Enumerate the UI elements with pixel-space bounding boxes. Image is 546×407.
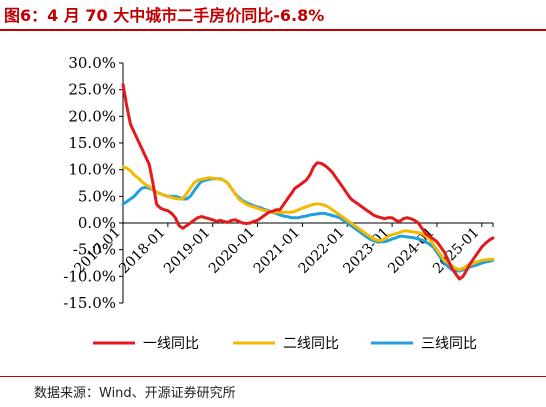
legend: 一线同比 二线同比 三线同比 (93, 336, 477, 352)
x-tick-label: 2021-01 (251, 225, 303, 277)
line-chart: 30.0% 25.0% 20.0% 15.0% 10.0% 5.0% 0.0% -5.0% -1… (63, 54, 495, 352)
source-note: 数据来源：Wind、开源证券研究所 (34, 386, 236, 401)
x-tick-label: 2022-01 (296, 225, 348, 277)
x-tick-label: 2020-01 (206, 225, 258, 277)
y-tick-label: -5.0% (73, 241, 116, 259)
title-underline (0, 29, 546, 31)
y-tick-label: 0.0% (78, 214, 116, 232)
y-axis: 30.0% 25.0% 20.0% 15.0% 10.0% 5.0% 0.0% -5.0% -1… (63, 54, 124, 312)
y-tick-label: 5.0% (78, 187, 116, 205)
y-tick-label: 30.0% (68, 54, 116, 72)
series-line-1 (121, 82, 495, 281)
x-tick-label: 2023-01 (340, 225, 392, 277)
x-axis: 2017-012018-012019-012020-012021-012022-… (71, 222, 494, 277)
y-tick-label: -10.0% (63, 267, 116, 285)
source-divider (0, 376, 546, 377)
legend-label: 二线同比 (283, 336, 339, 352)
legend-label: 三线同比 (421, 336, 477, 352)
series-line-2 (121, 165, 495, 272)
y-tick-label: 20.0% (68, 107, 116, 125)
y-tick-label: 25.0% (68, 81, 116, 99)
figure-title: 图6：4 月 70 大中城市二手房价同比-6.8% (4, 6, 325, 25)
series-line-3 (121, 177, 495, 273)
x-tick-label: 2019-01 (161, 225, 213, 277)
legend-label: 一线同比 (143, 336, 199, 352)
y-tick-label: 10.0% (68, 161, 116, 179)
series-lines (121, 82, 495, 281)
y-tick-label: -15.0% (63, 294, 116, 312)
x-tick-label: 2018-01 (116, 225, 168, 277)
y-tick-label: 15.0% (68, 134, 116, 152)
